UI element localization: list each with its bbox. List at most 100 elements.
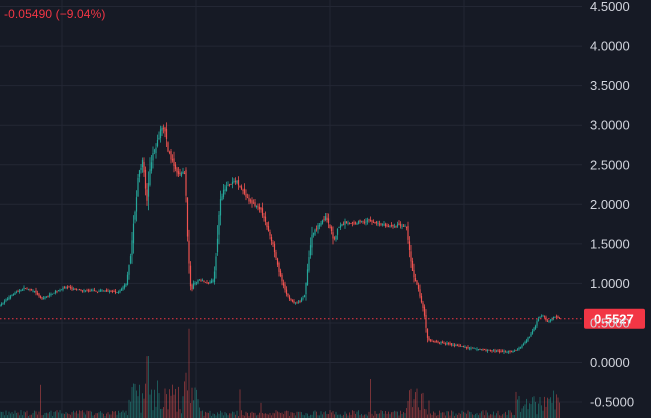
candle-body bbox=[552, 316, 555, 319]
volume-bar bbox=[445, 415, 446, 418]
candle-body bbox=[168, 152, 171, 153]
volume-bar bbox=[223, 415, 224, 418]
volume-bar bbox=[296, 411, 298, 418]
volume-bar bbox=[73, 410, 74, 418]
candle-body bbox=[366, 220, 369, 222]
volume-bar bbox=[274, 413, 275, 418]
volume-bar bbox=[430, 413, 431, 418]
candle-body bbox=[309, 245, 312, 256]
volume-bar bbox=[305, 413, 307, 418]
candle-body bbox=[473, 348, 475, 349]
candle-body bbox=[504, 351, 507, 353]
candle-body bbox=[84, 290, 87, 292]
volume-bar bbox=[139, 384, 140, 418]
volume-bar bbox=[26, 410, 28, 418]
volume-bar bbox=[233, 412, 235, 418]
candle-body bbox=[432, 341, 435, 343]
volume-bar bbox=[170, 395, 172, 418]
candle-body bbox=[141, 159, 144, 168]
volume-bar bbox=[173, 394, 175, 418]
volume-bar bbox=[148, 355, 149, 418]
candle-body bbox=[452, 344, 454, 346]
candle-body bbox=[41, 297, 43, 299]
candle-body bbox=[503, 351, 505, 353]
volume-bar bbox=[215, 415, 217, 418]
candle-body bbox=[375, 221, 378, 223]
volume-bar bbox=[214, 413, 215, 418]
volume-bar bbox=[530, 404, 532, 418]
volume-bar bbox=[184, 381, 185, 418]
volume-bar bbox=[467, 410, 469, 418]
volume-bar bbox=[265, 413, 266, 418]
volume-bar bbox=[439, 410, 440, 418]
candle-body bbox=[456, 345, 459, 347]
candle-body bbox=[288, 296, 291, 300]
candle-body bbox=[368, 219, 370, 221]
candle-body bbox=[171, 159, 174, 161]
candle-body bbox=[144, 169, 147, 189]
candle-body bbox=[426, 328, 429, 338]
volume-bar bbox=[181, 413, 182, 418]
y-tick-label: 4.5000 bbox=[590, 0, 630, 14]
candle-body bbox=[138, 170, 141, 177]
candle-body bbox=[140, 167, 142, 170]
candle-body bbox=[498, 350, 501, 352]
volume-bar bbox=[412, 407, 413, 418]
candle-body bbox=[290, 298, 292, 300]
candle-body bbox=[174, 164, 177, 169]
candle-body bbox=[23, 287, 25, 289]
volume-bar bbox=[284, 411, 286, 418]
volume-bar bbox=[295, 415, 296, 418]
candle-body bbox=[275, 252, 277, 258]
volume-bar bbox=[353, 411, 355, 418]
candle-body bbox=[62, 287, 64, 290]
volume-bar bbox=[308, 415, 310, 418]
candle-body bbox=[521, 345, 523, 348]
volume-bar bbox=[446, 411, 448, 418]
volume-bar bbox=[98, 412, 100, 418]
volume-bar bbox=[269, 412, 271, 418]
volume-bar bbox=[257, 414, 259, 418]
candle-body bbox=[558, 318, 561, 319]
candle-body bbox=[161, 127, 163, 131]
candle-body bbox=[435, 341, 438, 343]
volume-bar bbox=[544, 396, 545, 418]
volume-bar bbox=[367, 415, 368, 418]
volume-bar bbox=[217, 412, 218, 418]
candle-body bbox=[518, 347, 520, 350]
candle-body bbox=[29, 288, 31, 290]
volume-bar bbox=[365, 414, 367, 418]
volume-bar bbox=[110, 414, 112, 418]
price-axis[interactable]: 4.5000 4.0000 3.5000 3.0000 2.5000 2.0000 1.50… bbox=[590, 0, 634, 410]
candle-body bbox=[198, 279, 201, 281]
volume-bar bbox=[364, 414, 365, 418]
volume-bar bbox=[409, 390, 410, 418]
volume-bar bbox=[71, 412, 73, 418]
candle-body bbox=[341, 224, 343, 226]
candle-body bbox=[278, 262, 280, 272]
volume-bar bbox=[278, 412, 280, 418]
volume-bar bbox=[281, 412, 283, 418]
volume-bar bbox=[230, 413, 232, 418]
volume-bar bbox=[289, 415, 290, 418]
candle-body bbox=[6, 298, 9, 300]
candle-body bbox=[539, 316, 541, 319]
volume-bar bbox=[97, 413, 98, 418]
candle-body bbox=[122, 287, 124, 290]
candle-body bbox=[77, 289, 79, 291]
volume-bar bbox=[298, 411, 299, 418]
candle-body bbox=[398, 223, 400, 225]
volume-bar bbox=[380, 410, 382, 418]
volume-bar bbox=[307, 413, 308, 418]
volume-bar bbox=[65, 412, 67, 418]
volume-bar bbox=[46, 412, 47, 418]
candle-body bbox=[182, 171, 184, 174]
candle-body bbox=[132, 223, 135, 244]
candle-body bbox=[305, 282, 307, 295]
candle-body bbox=[257, 206, 259, 208]
candle-body bbox=[143, 161, 145, 173]
volume-bar bbox=[134, 383, 136, 418]
candle-body bbox=[446, 343, 448, 345]
